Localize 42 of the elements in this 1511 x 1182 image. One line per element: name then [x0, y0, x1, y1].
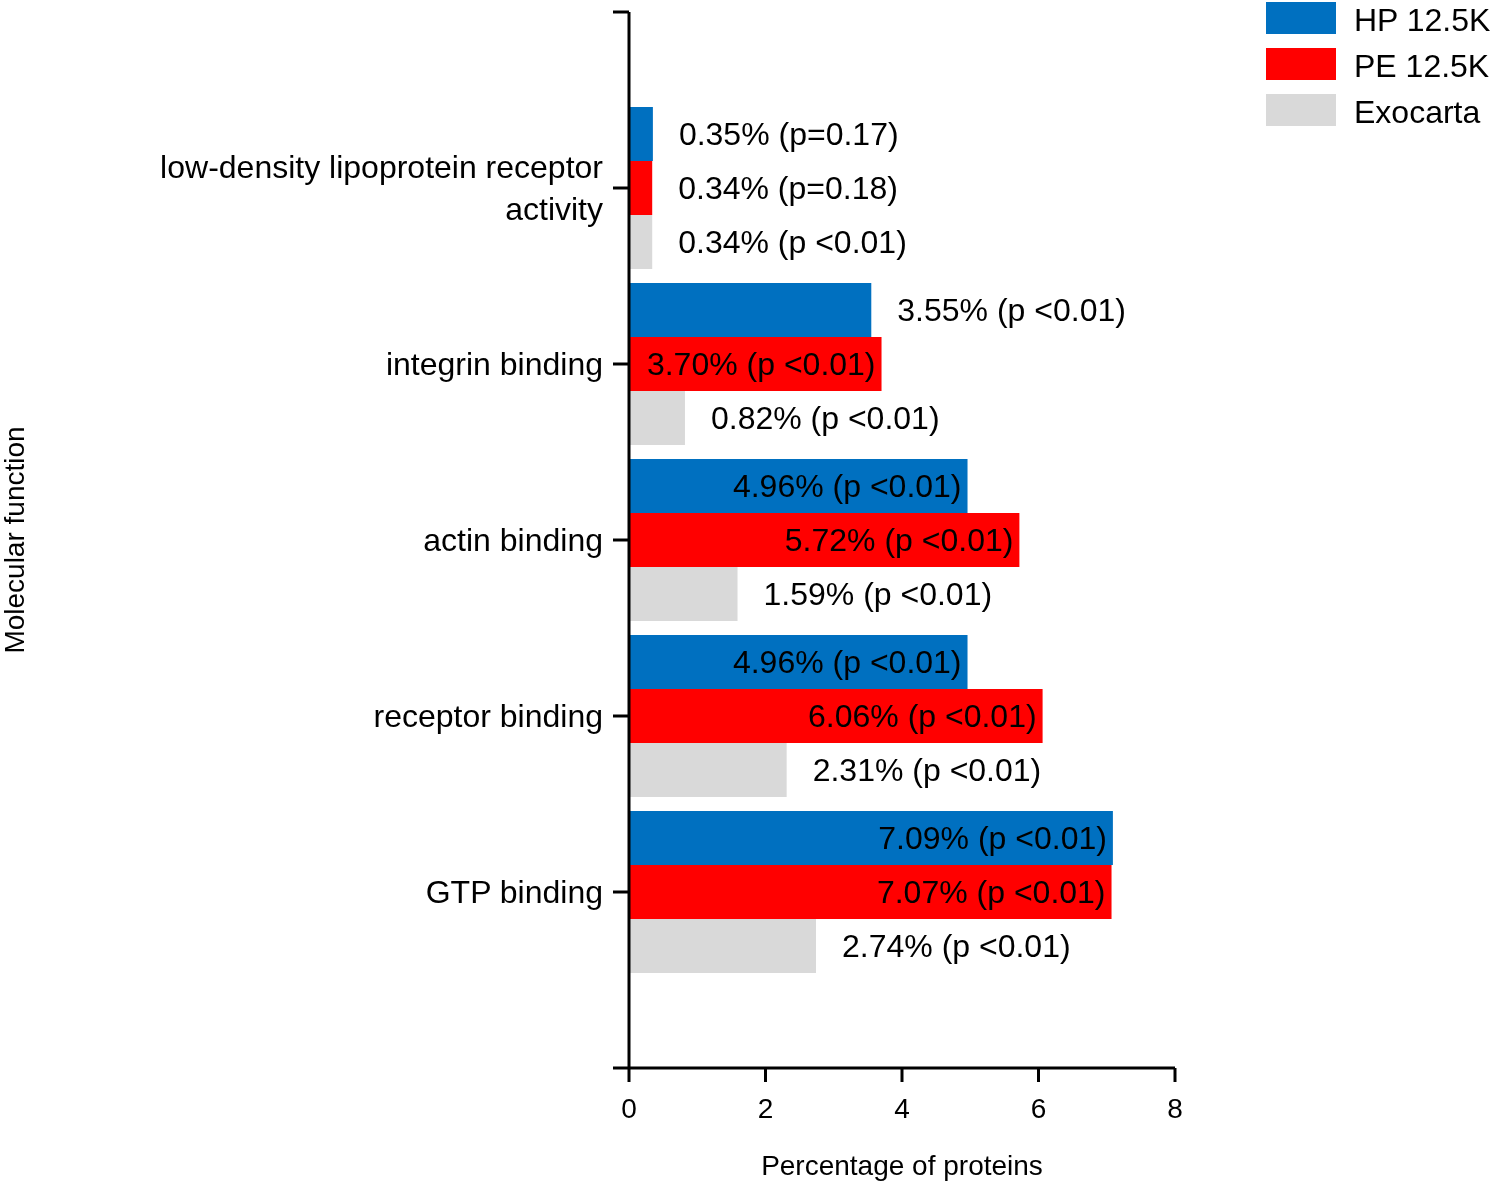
x-axis-title: Percentage of proteins [761, 1150, 1043, 1181]
data-label: 2.74% (p <0.01) [842, 928, 1071, 964]
bar [629, 161, 653, 215]
data-label: 2.31% (p <0.01) [812, 752, 1042, 788]
data-label: 4.96% (p <0.01) [732, 468, 962, 504]
x-tick-label: 0 [621, 1093, 637, 1124]
x-tick-label: 6 [1030, 1093, 1047, 1124]
y-tick-label: receptor binding [373, 698, 603, 734]
bar [629, 107, 653, 161]
legend-label: PE 12.5K [1354, 48, 1490, 84]
data-label: 7.09% (p <0.01) [878, 820, 1107, 856]
bar [629, 689, 1043, 743]
bar [629, 567, 738, 621]
bar [629, 743, 787, 797]
y-tick-label: low-density lipoprotein receptor activity [160, 149, 604, 227]
bar [629, 283, 872, 337]
x-tick-label: 2 [757, 1093, 774, 1124]
bar [629, 215, 653, 269]
y-tick-label: integrin binding [385, 346, 603, 382]
data-label: 7.07% (p <0.01) [876, 874, 1106, 910]
legend-label: Exocarta [1354, 94, 1481, 130]
legend-label: HP 12.5K [1354, 2, 1491, 38]
y-tick-label: actin binding [423, 522, 603, 558]
data-label: 1.59% (p <0.01) [763, 576, 993, 612]
data-label: 5.72% (p <0.01) [784, 522, 1014, 558]
data-label: 6.06% (p <0.01) [808, 698, 1037, 734]
bar [629, 391, 685, 445]
bar [629, 865, 1112, 919]
data-label: 3.70% (p <0.01) [646, 346, 876, 382]
bar [629, 513, 1020, 567]
y-tick-label: GTP binding [425, 874, 603, 910]
data-label: 0.34% (p <0.01) [678, 224, 907, 260]
x-tick-label: 4 [894, 1093, 910, 1124]
data-label: 3.55% (p <0.01) [897, 292, 1126, 328]
data-label: 0.82% (p <0.01) [710, 400, 940, 436]
y-axis-title: Molecular function [0, 426, 30, 654]
bar [629, 811, 1113, 865]
bar [629, 919, 817, 973]
data-label: 0.34% (p=0.18) [678, 170, 898, 206]
data-label: 4.96% (p <0.01) [732, 644, 962, 680]
data-label: 0.35% (p=0.17) [678, 116, 899, 152]
x-tick-label: 8 [1167, 1093, 1183, 1124]
